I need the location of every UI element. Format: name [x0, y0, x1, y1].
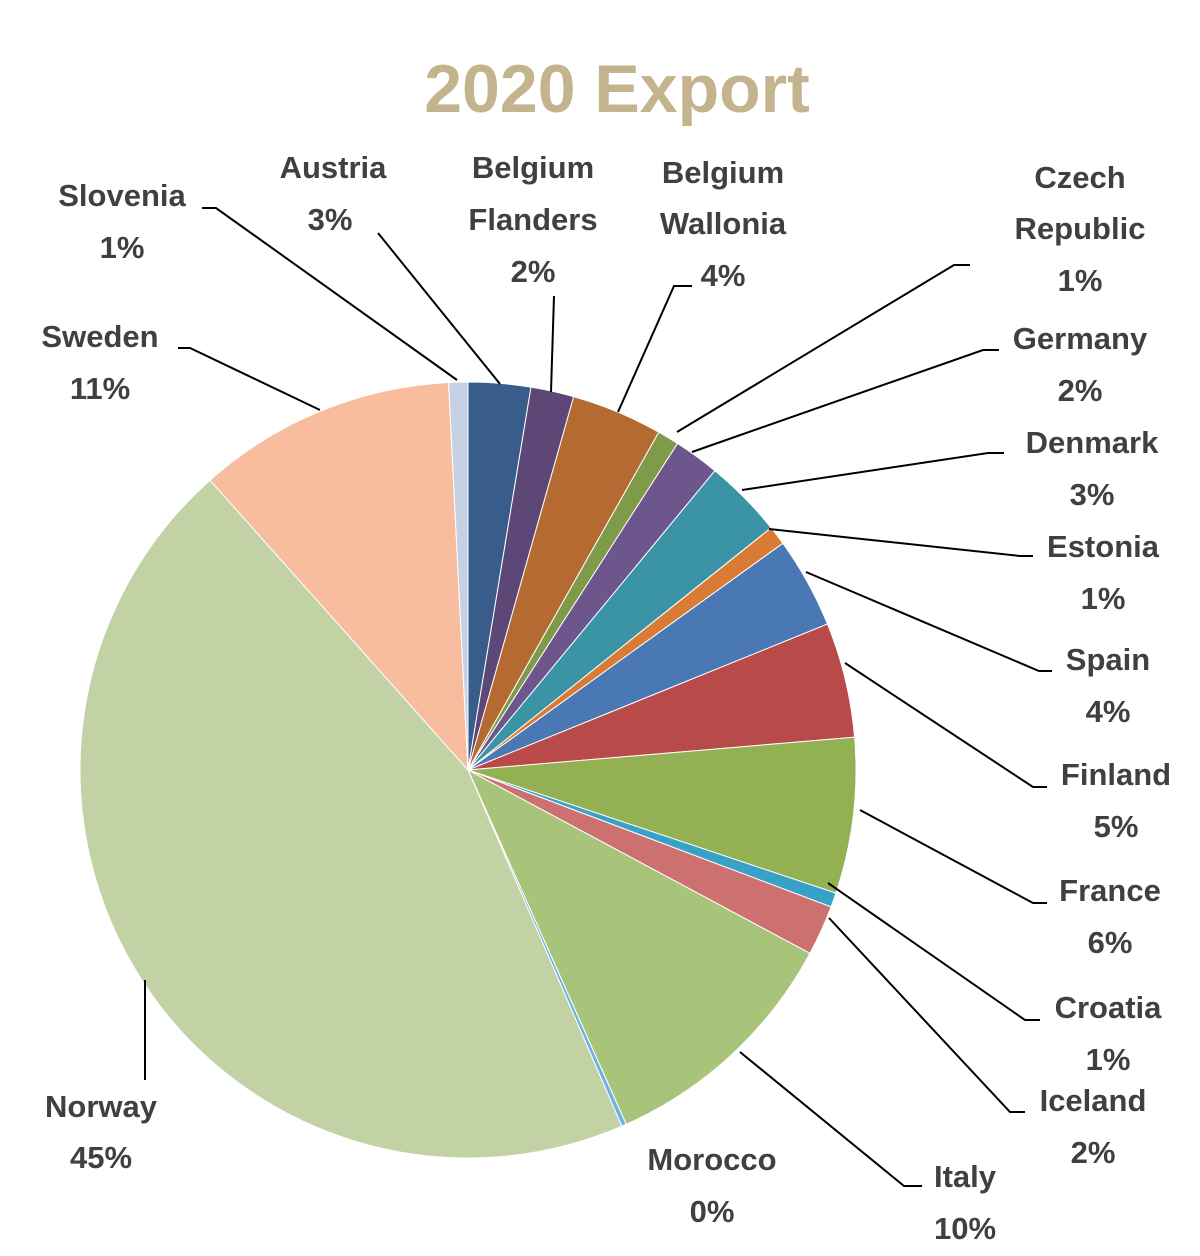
- slice-label-estonia: Estonia: [1047, 529, 1160, 564]
- leader-line-iceland: [828, 917, 1025, 1113]
- slice-label-sweden: Sweden: [41, 319, 158, 354]
- leader-line-slovenia: [202, 207, 458, 381]
- slice-label-italy: Italy: [934, 1159, 997, 1194]
- slice-percent-finland: 5%: [1094, 809, 1139, 844]
- slice-label-czech-republic: Czech: [1034, 160, 1125, 195]
- slice-label-denmark: Denmark: [1026, 425, 1159, 460]
- leader-line-finland: [844, 662, 1047, 788]
- leader-line-belgium-wallonia: [617, 285, 692, 413]
- leader-line-spain: [805, 571, 1052, 672]
- slice-percent-italy: 10%: [934, 1211, 996, 1246]
- slice-label-belgium-wallonia: Wallonia: [660, 206, 787, 241]
- slice-percent-norway: 45%: [70, 1140, 132, 1175]
- slice-label-belgium-flanders: Flanders: [468, 202, 597, 237]
- leader-line-belgium-flanders: [550, 295, 555, 393]
- leader-lines: [144, 207, 1052, 1187]
- slice-label-finland: Finland: [1061, 757, 1171, 792]
- pie-slice-slovenia: [448, 381, 469, 771]
- slice-percent-iceland: 2%: [1071, 1135, 1116, 1170]
- pie-slice-norway: [79, 479, 623, 1159]
- leader-line-sweden: [178, 347, 321, 411]
- slice-percent-belgium-wallonia: 4%: [701, 258, 746, 293]
- leader-line-estonia: [768, 528, 1033, 557]
- slice-percent-morocco: 0%: [690, 1194, 735, 1229]
- leader-line-italy: [739, 1051, 922, 1187]
- slice-label-belgium-wallonia: Belgium: [662, 155, 784, 190]
- slice-percent-croatia: 1%: [1086, 1042, 1131, 1077]
- slice-percent-sweden: 11%: [70, 371, 130, 406]
- chart-title: 2020 Export: [424, 51, 810, 127]
- leader-line-france: [859, 809, 1047, 904]
- slice-percent-slovenia: 1%: [100, 230, 145, 265]
- slice-label-austria: Austria: [280, 150, 388, 185]
- slice-label-morocco: Morocco: [647, 1142, 776, 1177]
- slice-percent-austria: 3%: [308, 202, 353, 237]
- slice-label-france: France: [1059, 873, 1161, 908]
- slice-label-germany: Germany: [1013, 321, 1148, 356]
- pie-slice-sweden: [209, 381, 469, 772]
- pie-slice-italy: [466, 768, 811, 1125]
- slice-label-belgium-flanders: Belgium: [472, 150, 594, 185]
- leader-line-denmark: [741, 452, 1004, 491]
- leader-line-czech-republic: [676, 264, 970, 433]
- slice-percent-czech-republic: 1%: [1058, 263, 1103, 298]
- slice-label-spain: Spain: [1066, 642, 1150, 677]
- pie-slices: [79, 381, 857, 1159]
- slice-label-norway: Norway: [45, 1089, 158, 1124]
- slice-percent-germany: 2%: [1058, 373, 1103, 408]
- leader-line-croatia: [827, 882, 1040, 1021]
- slice-percent-estonia: 1%: [1081, 581, 1126, 616]
- slice-percent-denmark: 3%: [1070, 477, 1115, 512]
- slice-percent-belgium-flanders: 2%: [511, 254, 556, 289]
- slice-percent-france: 6%: [1088, 925, 1133, 960]
- slice-labels: Austria 3% Belgium Flanders 2% Belgium Walloni…: [41, 150, 1171, 1246]
- slice-label-czech-republic: Republic: [1015, 211, 1146, 246]
- leader-line-austria: [377, 232, 501, 385]
- slice-percent-spain: 4%: [1086, 694, 1131, 729]
- slice-label-iceland: Iceland: [1040, 1083, 1147, 1118]
- leader-line-germany: [691, 349, 999, 453]
- slice-label-slovenia: Slovenia: [58, 178, 186, 213]
- pie-slice-france: [467, 736, 857, 894]
- slice-label-croatia: Croatia: [1055, 990, 1163, 1025]
